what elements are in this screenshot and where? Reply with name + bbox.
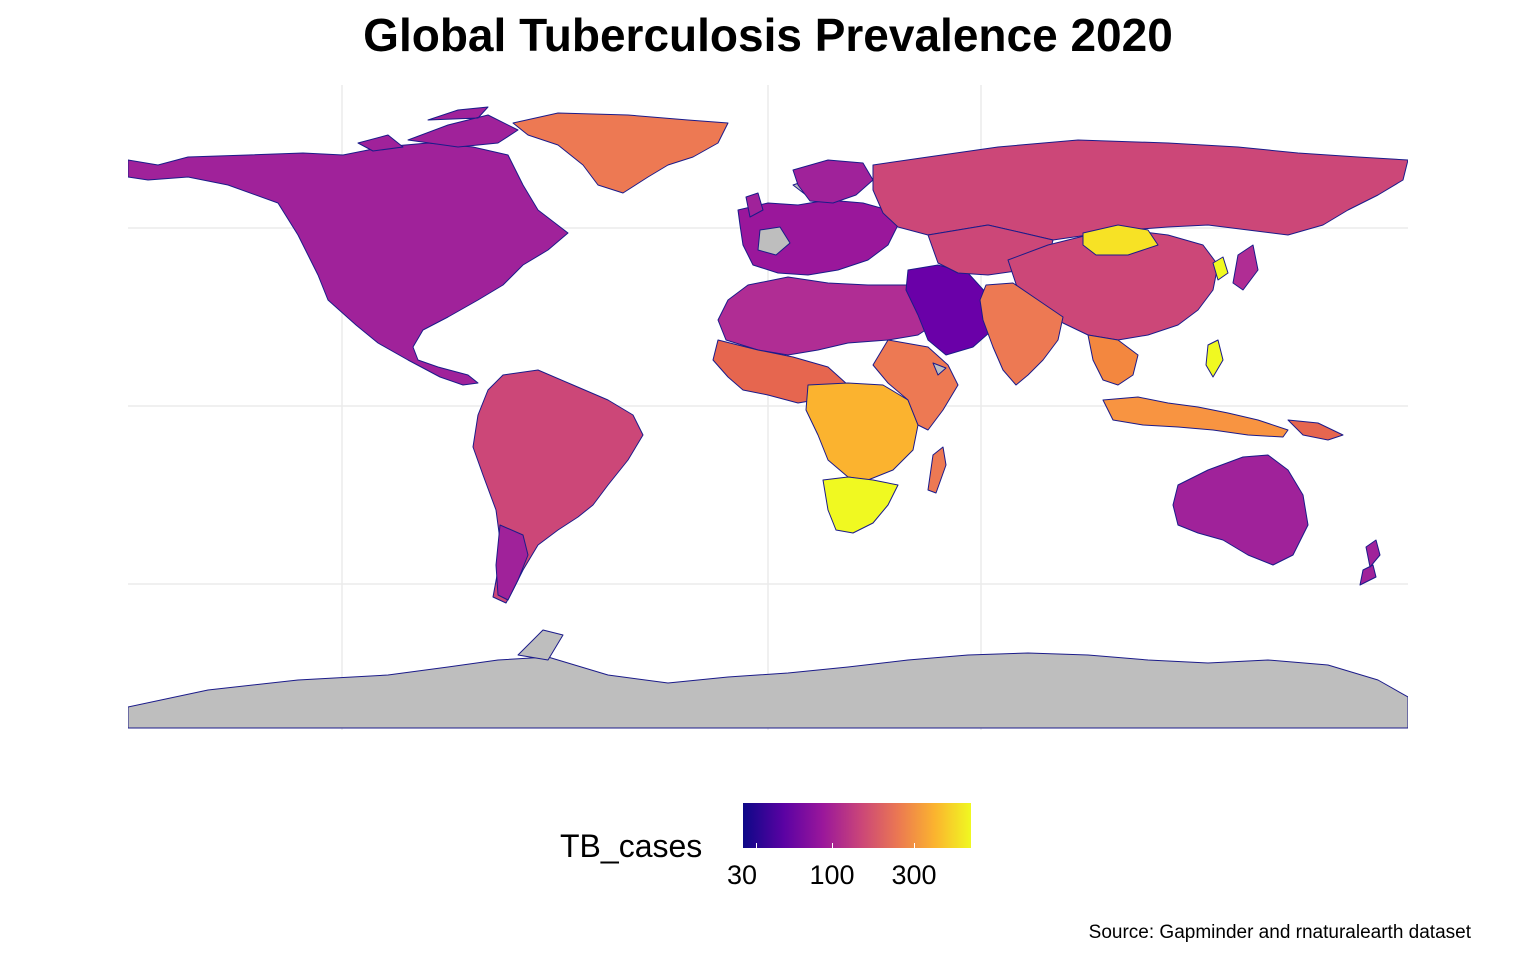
legend-tick-mark	[832, 843, 833, 848]
central-africa-region	[805, 382, 919, 481]
legend-tick-mark	[914, 843, 915, 848]
southern-africa-region	[822, 476, 899, 534]
arctic-islands	[357, 106, 519, 152]
legend-color-bar	[743, 803, 971, 848]
uk-region	[745, 192, 764, 218]
southeast-asia-region	[1087, 334, 1139, 386]
africa-horn	[932, 362, 947, 376]
world-map	[128, 85, 1408, 730]
antarctica-region	[128, 652, 1408, 729]
north-america-region	[128, 142, 569, 386]
india-region	[979, 282, 1064, 386]
korea-region	[1212, 256, 1229, 281]
papua-region	[1287, 419, 1344, 441]
legend-tick-label: 30	[726, 860, 758, 890]
scandinavia-region	[792, 159, 874, 204]
east-africa-region	[872, 339, 959, 431]
legend-title: TB_cases	[560, 828, 703, 864]
legend-tick-label: 100	[809, 860, 855, 890]
antarctic-peninsula	[517, 629, 564, 661]
indonesia-region	[1102, 396, 1289, 438]
legend-tick-label: 300	[891, 860, 937, 890]
chart-title: Global Tuberculosis Prevalence 2020	[363, 9, 1173, 61]
russia-region	[872, 139, 1408, 241]
philippines-region	[1205, 339, 1224, 378]
europe-region	[737, 199, 899, 276]
legend-tick-mark	[756, 843, 757, 848]
source-caption: Source: Gapminder and rnaturalearth data…	[1088, 922, 1471, 943]
japan-region	[1232, 244, 1259, 291]
mongolia-region	[1082, 224, 1159, 256]
south-america-south	[495, 524, 529, 601]
australia-region	[1172, 454, 1309, 566]
greenland-region	[512, 112, 729, 194]
madagascar-region	[927, 446, 947, 494]
new-zealand-region	[1359, 539, 1381, 586]
france-region	[757, 226, 791, 256]
